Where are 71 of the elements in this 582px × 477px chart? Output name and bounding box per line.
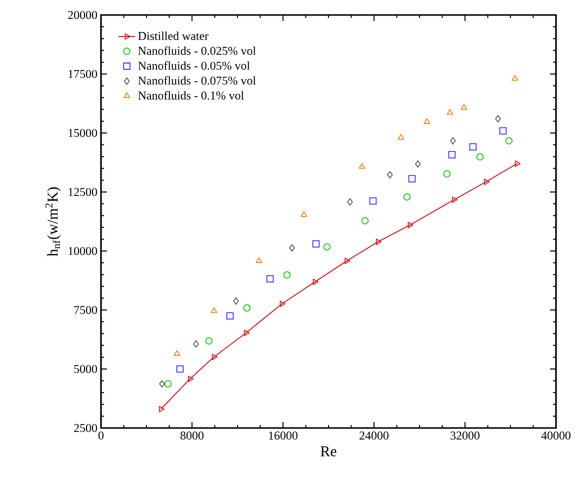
x-axis-title: Re xyxy=(320,446,336,456)
point xyxy=(505,137,513,144)
legend-label: Nanofluids - 0.1% vol xyxy=(138,91,244,100)
point xyxy=(210,307,218,313)
y-tick-label: 15000 xyxy=(68,128,98,138)
point xyxy=(289,244,295,252)
point xyxy=(376,238,382,246)
point xyxy=(312,278,318,286)
y-tick-label: 7500 xyxy=(74,306,98,314)
point xyxy=(446,109,454,115)
y-tick-label: 20000 xyxy=(68,10,98,20)
point xyxy=(176,365,184,373)
point xyxy=(460,104,468,110)
point xyxy=(499,127,507,135)
y-tick-label: 12500 xyxy=(68,188,98,196)
point xyxy=(361,217,369,224)
point xyxy=(408,175,416,182)
point xyxy=(469,143,477,151)
point xyxy=(443,170,451,178)
point xyxy=(387,171,393,178)
y-tick-label: 17500 xyxy=(68,70,98,78)
y-tick-label: 2500 xyxy=(74,424,98,432)
point xyxy=(450,137,456,144)
point xyxy=(484,178,490,186)
point xyxy=(164,380,172,388)
point xyxy=(312,240,320,248)
point xyxy=(158,406,165,412)
point xyxy=(174,350,180,356)
point xyxy=(514,160,521,167)
point xyxy=(283,271,291,278)
point xyxy=(424,118,430,124)
point xyxy=(344,258,350,264)
y-tick-label: 5000 xyxy=(74,364,98,374)
x-tick-label: 40000 xyxy=(541,432,570,440)
point xyxy=(408,222,414,228)
y-axis-title: h$_{nf}$(w/m$^{2}$K) xyxy=(45,187,61,256)
x-tick-label: 24000 xyxy=(360,432,388,440)
point xyxy=(266,275,274,282)
point xyxy=(243,304,251,312)
point xyxy=(188,376,194,382)
point xyxy=(369,197,377,205)
legend-label: Nanofluids - 0.025% vol xyxy=(138,46,256,55)
point xyxy=(300,211,308,217)
legend-label: Nanofluids - 0.05% vol xyxy=(138,61,250,70)
point xyxy=(159,380,165,388)
legend-label: Distilled water xyxy=(138,32,208,40)
x-tick-label: 32000 xyxy=(450,432,480,440)
point xyxy=(452,196,458,203)
point xyxy=(256,257,262,263)
point xyxy=(476,153,484,160)
y-tick-label: 10000 xyxy=(68,246,98,256)
point xyxy=(415,160,421,168)
x-tick-label: 8000 xyxy=(180,432,204,440)
point xyxy=(193,340,199,348)
point xyxy=(226,312,234,320)
point xyxy=(398,134,404,140)
point xyxy=(448,151,456,158)
point xyxy=(233,297,239,305)
point xyxy=(244,330,250,336)
point xyxy=(347,198,353,206)
point xyxy=(323,243,331,251)
legend-label: Nanofluids - 0.075% vol xyxy=(138,76,256,85)
x-tick-label: 16000 xyxy=(269,432,298,440)
point xyxy=(205,337,213,345)
point xyxy=(212,354,218,360)
point xyxy=(358,163,366,169)
point xyxy=(495,115,501,122)
point xyxy=(403,193,411,201)
x-tick-label: 0 xyxy=(98,432,104,440)
point xyxy=(280,300,286,308)
point xyxy=(512,75,518,81)
